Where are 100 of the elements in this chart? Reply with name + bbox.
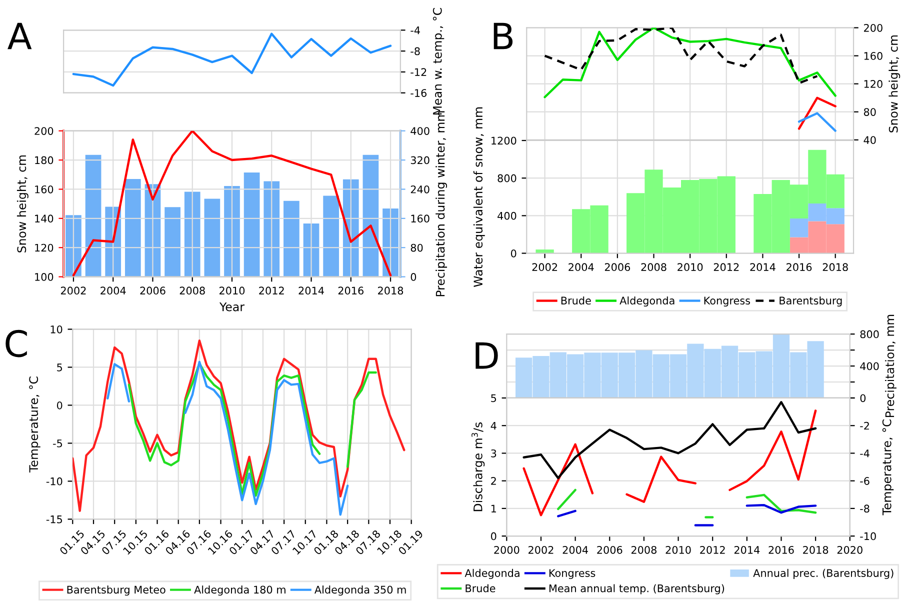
- y2-tick-label: -6: [860, 477, 870, 485]
- y-axis-title: Snow height, cm: [888, 35, 900, 132]
- line-series: [72, 32, 392, 87]
- legend-label: Aldegonda: [464, 568, 520, 579]
- y-tick-label: 5: [491, 394, 496, 402]
- y-tick-label: 400: [498, 212, 516, 220]
- x-tick-label: 2016: [786, 263, 812, 272]
- legend-label: Aldegonda: [620, 296, 674, 307]
- y-axis-title: Precipitation, mm: [885, 314, 896, 418]
- chart-title: C: [6, 330, 27, 358]
- legend-label: Mean annual temp. (Barentsburg): [549, 584, 724, 594]
- y-tick-label: 0: [510, 249, 516, 258]
- y-tick-label: 120: [35, 244, 54, 252]
- x-tick-label: 2008: [180, 286, 205, 295]
- y2-axis-title: Temperature, °C: [882, 419, 894, 516]
- x-tick-label: 2018: [803, 546, 828, 554]
- y-tick-label: -10: [46, 477, 62, 486]
- y-tick-label: 1: [491, 504, 496, 512]
- bar: [124, 179, 141, 277]
- bar: [284, 200, 300, 277]
- bar: [362, 154, 379, 277]
- x-tick-label: 2002: [528, 546, 554, 554]
- y-tick-label: 160: [864, 52, 882, 60]
- bar: [264, 181, 280, 277]
- bar: [184, 192, 200, 277]
- x-tick-label: 2016: [338, 286, 364, 295]
- legend-label: Aldegonda 350 m: [314, 586, 406, 596]
- x-tick-label: 2002: [60, 286, 86, 295]
- chart-title: A: [8, 22, 32, 50]
- bar: [85, 154, 102, 277]
- legend-label: Barentsburg: [780, 296, 842, 307]
- x-tick-label: 2006: [597, 546, 622, 554]
- x-tick-label: 2014: [750, 263, 776, 272]
- x-tick-label: 2010: [678, 263, 703, 272]
- line-series: [544, 28, 836, 98]
- y-tick-label: 40: [864, 136, 876, 144]
- y-tick-label: 100: [35, 273, 54, 281]
- x-tick-label: 2014: [734, 546, 760, 554]
- y-tick-label: 200: [864, 24, 882, 32]
- y-tick-label: 3: [491, 449, 496, 458]
- chart-title: B: [494, 22, 513, 50]
- legend-label: Barentsburg Meteo: [67, 586, 166, 596]
- y-tick-label: 10: [50, 325, 62, 334]
- x-tick-label: 2006: [604, 263, 630, 272]
- y-tick-label: 0: [56, 401, 62, 410]
- y2-tick-label: 320: [410, 156, 430, 164]
- y-tick-label: 0: [491, 532, 496, 540]
- line-series: [72, 340, 406, 512]
- x-tick-label: 2018: [822, 263, 848, 272]
- y-tick-label: -4: [410, 26, 420, 34]
- legend-label: Brude: [561, 296, 591, 305]
- x-tick-label: 2012: [700, 546, 725, 554]
- bar: [164, 207, 180, 277]
- y-tick-label: 0: [860, 394, 866, 402]
- x-tick-label: 2002: [532, 263, 558, 272]
- bar: [323, 196, 339, 277]
- x-tick-label: 2012: [259, 286, 284, 295]
- x-tick-label: 2004: [568, 263, 594, 272]
- y-axis-title: Discharge m$^{3}$/s: [472, 422, 485, 512]
- y-tick-label: 80: [864, 108, 876, 116]
- legend-label: Aldegonda 180 m: [194, 586, 286, 596]
- y-tick-label: -5: [53, 440, 62, 448]
- bar: [244, 172, 260, 277]
- legend-label: Annual prec. (Barentsburg): [753, 568, 894, 579]
- bar: [204, 198, 220, 277]
- x-tick-label: 2016: [768, 546, 794, 554]
- y-tick-label: 200: [34, 127, 54, 135]
- x-tick-label: 2010: [666, 546, 691, 554]
- legend-label: Kongress: [704, 296, 750, 307]
- y-tick-label: -12: [410, 68, 426, 76]
- y-tick-label: 2: [491, 477, 496, 485]
- x-tick-label: 2008: [641, 263, 666, 272]
- y-tick-label: 120: [864, 80, 882, 88]
- legend-label: Kongress: [549, 569, 596, 579]
- y-axis-title: Temperature, °C: [29, 376, 40, 472]
- y-tick-label: 4: [490, 422, 496, 430]
- x-tick-label: 2012: [714, 263, 739, 272]
- y-tick-label: 160: [35, 185, 54, 194]
- x-tick-label: 2004: [100, 286, 126, 295]
- y2-tick-label: 240: [410, 185, 430, 194]
- x-tick-label: 2004: [562, 546, 588, 554]
- y-tick-label: 140: [35, 214, 54, 223]
- x-tick-label: 2000: [494, 546, 520, 554]
- x-tick-label: 2020: [837, 546, 862, 554]
- line-series: [544, 28, 818, 84]
- y-tick-label: 400: [860, 362, 879, 370]
- x-tick-label: 2014: [298, 286, 324, 295]
- chart-title: D: [476, 342, 498, 369]
- bar: [224, 186, 240, 277]
- x-tick-label: 2010: [220, 286, 245, 295]
- y-tick-label: -8: [410, 47, 420, 56]
- y-tick-label: 800: [860, 330, 879, 338]
- y2-tick-label: -2: [860, 422, 869, 430]
- y-tick-label: 180: [35, 156, 54, 164]
- y-tick-label: 800: [498, 174, 516, 182]
- y-axis-title: Snow height, cm: [16, 155, 28, 252]
- y-tick-label: -15: [46, 516, 62, 524]
- line-series: [72, 130, 392, 276]
- y-tick-label: -16: [410, 89, 427, 97]
- y-tick-label: 5: [57, 364, 62, 372]
